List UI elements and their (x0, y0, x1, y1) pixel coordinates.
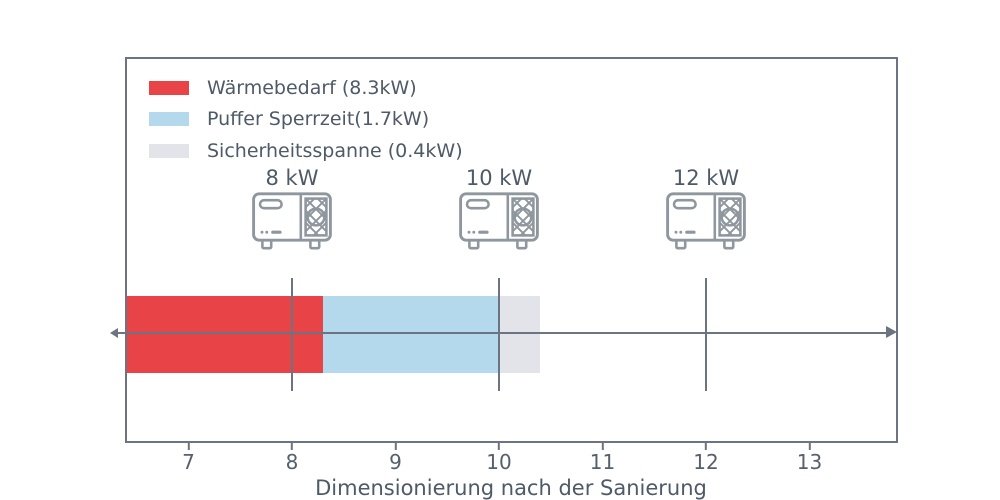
legend-swatch-red (149, 81, 189, 95)
legend-label: Sicherheitsspanne (0.4kW) (207, 140, 463, 162)
legend-item-puffer-sperrzeit: Puffer Sperrzeit(1.7kW) (149, 108, 430, 130)
legend-swatch-blue (149, 112, 189, 126)
x-tick-label: 11 (589, 450, 616, 474)
heat-pump-icon (459, 192, 539, 250)
heat-pump-icon (252, 192, 332, 250)
plot-area: Wärmebedarf (8.3kW) Puffer Sperrzeit(1.7… (110, 57, 898, 500)
marker-label-12kw: 12 kW (672, 166, 740, 190)
x-tick (394, 443, 397, 450)
marker-line-8kw (290, 278, 294, 391)
x-tick-label: 13 (796, 450, 823, 474)
x-axis-title: Dimensionierung nach der Sanierung (315, 476, 707, 500)
legend-label: Wärmebedarf (8.3kW) (207, 77, 417, 99)
bar-segment-sicherheitsspanne (499, 296, 540, 373)
bar-segment-waermebedarf (127, 296, 323, 373)
marker-label-8kw: 8 kW (265, 166, 319, 190)
legend-item-sicherheitsspanne: Sicherheitsspanne (0.4kW) (149, 140, 463, 162)
legend-label: Puffer Sperrzeit(1.7kW) (207, 108, 430, 130)
heat-pump-icon (666, 192, 746, 250)
x-tick-label: 9 (389, 450, 402, 474)
x-tick-label: 12 (693, 450, 719, 474)
x-tick (290, 443, 294, 450)
axis-arrow-line (117, 331, 887, 334)
marker-label-10kw: 10 kW (465, 166, 533, 190)
x-tick-label: 8 (285, 450, 299, 474)
axis-arrowhead-left (110, 328, 118, 338)
legend-item-waermebedarf: Wärmebedarf (8.3kW) (149, 77, 417, 99)
axis-arrowhead-right (886, 326, 897, 338)
x-tick (704, 443, 708, 450)
marker-line-10kw (497, 278, 501, 391)
x-tick (187, 443, 190, 450)
bar-segment-puffer-sperrzeit (323, 296, 499, 373)
x-tick (601, 443, 604, 450)
x-tick-label: 7 (182, 450, 195, 474)
x-tick (497, 443, 501, 450)
x-tick-label: 10 (486, 450, 512, 474)
x-tick (808, 443, 811, 450)
legend-swatch-gray (149, 144, 189, 158)
marker-line-12kw (704, 278, 708, 391)
